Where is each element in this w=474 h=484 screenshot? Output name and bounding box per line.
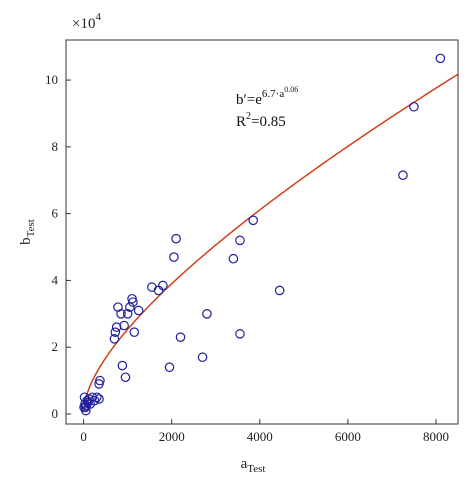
data-point	[235, 235, 245, 246]
r-squared-line: R2=0.85	[236, 111, 286, 130]
data-point	[122, 309, 133, 319]
data-point	[109, 334, 120, 344]
data-point	[197, 352, 208, 363]
y-tick-label: 0	[52, 406, 59, 421]
data-point	[169, 252, 179, 262]
data-point	[228, 253, 239, 264]
data-point	[235, 329, 245, 339]
data-point	[116, 309, 126, 319]
data-point	[158, 280, 168, 291]
y-tick-label: 10	[45, 72, 58, 87]
data-point	[82, 395, 92, 406]
data-point	[129, 327, 140, 337]
y-tick-label: 6	[52, 206, 59, 221]
y-tick-label: 2	[52, 339, 59, 354]
plot-frame	[65, 39, 459, 425]
data-point	[409, 101, 419, 112]
data-point	[164, 362, 175, 373]
data-point	[81, 405, 91, 416]
data-point	[133, 305, 144, 316]
y-tick-label: 4	[52, 272, 59, 287]
data-point	[111, 322, 122, 332]
y-tick-label: 8	[52, 139, 59, 154]
x-tick-label: 6000	[335, 429, 361, 444]
data-point	[80, 402, 91, 413]
data-point	[202, 309, 212, 319]
data-point	[398, 170, 408, 181]
y-multiplier-label: ×104	[72, 11, 101, 32]
data-point	[119, 320, 129, 331]
data-point	[94, 394, 104, 404]
x-tick-label: 0	[80, 429, 87, 444]
data-point	[110, 327, 121, 337]
data-point	[171, 233, 181, 244]
x-tick-label: 2000	[159, 429, 185, 444]
data-point	[117, 360, 128, 371]
axis-ticks: 0 2000 4000 6000 8000 0 2 4 6 8 10	[45, 72, 449, 444]
x-tick-label: 4000	[247, 429, 273, 444]
x-axis-label: aTest	[241, 456, 266, 475]
data-point	[92, 392, 102, 403]
data-point	[175, 332, 186, 342]
data-point	[95, 375, 105, 386]
data-point	[153, 285, 164, 296]
data-point	[248, 215, 258, 226]
equation-line: b′=e6.7·a0.06	[236, 85, 298, 108]
data-point	[128, 297, 138, 307]
data-point	[274, 285, 285, 296]
data-point	[120, 372, 131, 383]
fit-equation-annotation: b′=e6.7·a0.06 R2=0.85	[236, 85, 298, 130]
x-tick-label: 8000	[423, 429, 449, 444]
y-axis-label: bTest	[18, 219, 37, 245]
data-points	[79, 53, 446, 416]
data-point	[435, 53, 446, 64]
